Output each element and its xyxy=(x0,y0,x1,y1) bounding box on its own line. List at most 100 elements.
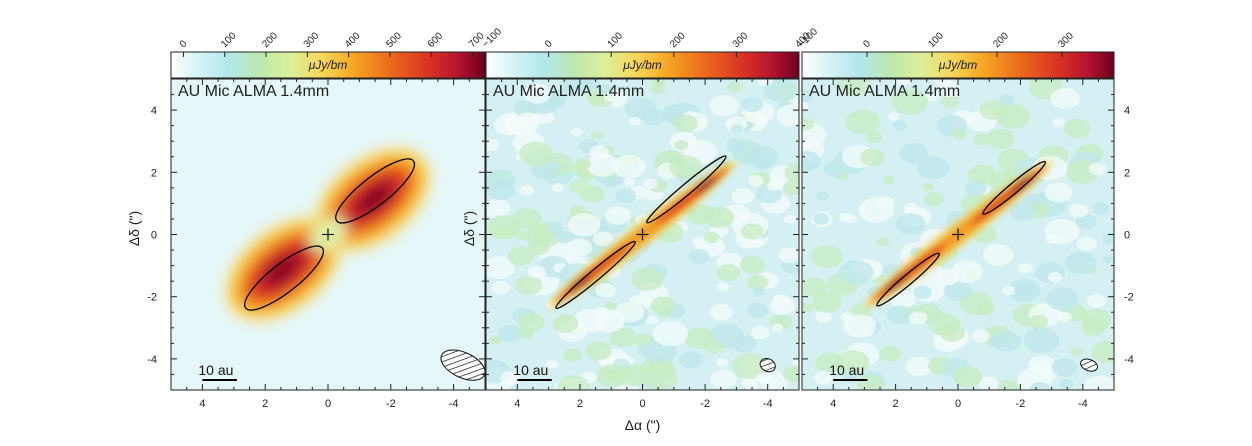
disk-emission xyxy=(226,148,430,321)
noise-blob xyxy=(604,91,619,102)
noise-blob xyxy=(769,297,796,316)
noise-blob xyxy=(837,79,871,97)
noise-blob xyxy=(586,153,619,177)
noise-blob xyxy=(978,376,999,390)
noise-blob xyxy=(1092,202,1110,216)
noise-blob xyxy=(628,117,641,126)
noise-blob xyxy=(782,365,799,383)
x-tick-label: 0 xyxy=(639,398,645,410)
noise-blob xyxy=(856,374,885,390)
noise-blob xyxy=(730,123,744,133)
noise-blob xyxy=(755,373,769,383)
x-axis-label: Δα (") xyxy=(625,417,661,433)
noise-blob xyxy=(802,118,815,131)
noise-blob xyxy=(546,221,563,233)
colorbar-tick-label: 0 xyxy=(543,38,555,50)
noise-blob xyxy=(838,212,852,223)
colorbar-tick-label: 0 xyxy=(861,38,873,50)
noise-blob xyxy=(742,97,764,113)
noise-blob xyxy=(814,371,834,385)
noise-blob xyxy=(1044,182,1073,203)
noise-blob xyxy=(746,274,769,290)
panel-2: 10 au AU Mic ALMA 1.4mm 4 2 0 -2 -4 Δα (") Δδ ("… xyxy=(461,26,813,433)
noise-blob xyxy=(802,88,814,103)
noise-blob xyxy=(891,88,929,115)
y-axis-label: Δδ (") xyxy=(461,211,477,246)
noise-blob xyxy=(489,335,503,346)
noise-blob xyxy=(552,314,579,333)
noise-blob xyxy=(999,94,1016,106)
noise-blob xyxy=(860,148,885,167)
y-tick-label: 2 xyxy=(151,167,157,179)
noise-blob xyxy=(964,180,987,197)
y-tick-label: -2 xyxy=(1124,292,1134,304)
noise-blob xyxy=(716,263,741,282)
noise-blob xyxy=(916,156,950,180)
panel-title: AU Mic ALMA 1.4mm xyxy=(809,83,960,100)
noise-blob xyxy=(487,215,521,240)
disk-peak-sw xyxy=(695,175,718,194)
noise-blob xyxy=(637,344,655,357)
noise-blob xyxy=(1051,358,1078,377)
noise-blob xyxy=(731,188,755,205)
noise-blob xyxy=(731,353,768,379)
noise-blob xyxy=(952,128,968,140)
noise-blob xyxy=(1091,341,1114,364)
colorbar-tick-label: −100 xyxy=(796,26,820,50)
colorbar-strip xyxy=(170,51,486,79)
noise-blob xyxy=(983,244,1014,266)
noise-blob xyxy=(624,97,658,121)
noise-blob xyxy=(589,92,607,105)
noise-blob xyxy=(551,183,565,192)
x-tick-label: -4 xyxy=(763,398,773,410)
noise-blob xyxy=(486,178,516,200)
panel-title: AU Mic ALMA 1.4mm xyxy=(178,83,329,100)
noise-blob xyxy=(812,213,830,225)
noise-blob xyxy=(557,375,590,390)
x-tick-label: 4 xyxy=(514,398,520,410)
noise-blob xyxy=(583,79,601,91)
colorbar-tick-label: 100 xyxy=(606,30,626,50)
noise-blob xyxy=(1014,282,1035,298)
noise-blob xyxy=(815,352,844,373)
noise-blob xyxy=(567,213,601,237)
noise-blob xyxy=(507,246,535,266)
noise-blob xyxy=(771,323,784,333)
noise-blob xyxy=(715,358,729,367)
beam-ellipse xyxy=(1080,358,1098,372)
noise-blob xyxy=(602,177,618,188)
noise-blob xyxy=(943,280,973,301)
noise-blob xyxy=(688,248,710,264)
model-ellipse-2 xyxy=(876,252,940,307)
noise-blob xyxy=(843,314,877,338)
scalebar-label: 10 au xyxy=(829,362,864,378)
noise-blob xyxy=(879,345,902,362)
noise-blob xyxy=(1024,327,1060,353)
noise-blob xyxy=(519,141,554,166)
noise-blob xyxy=(609,327,637,348)
noise-blob xyxy=(748,175,764,187)
noise-blob xyxy=(886,305,914,325)
noise-blob xyxy=(750,326,770,340)
y-tick-label: -4 xyxy=(1124,354,1134,366)
beam-ellipse xyxy=(440,349,486,381)
noise-blob xyxy=(678,350,704,369)
heatmap-image xyxy=(486,79,799,390)
disk-peak-ne xyxy=(569,274,592,292)
noise-blob xyxy=(674,140,689,151)
noise-blob xyxy=(726,80,744,93)
colorbar-tick-label: 200 xyxy=(991,30,1011,50)
noise-blob xyxy=(778,247,799,264)
noise-blob xyxy=(887,112,900,121)
noise-blob xyxy=(590,131,603,140)
colorbar-unit: μJy/bm xyxy=(622,58,662,72)
noise-blob xyxy=(567,238,593,257)
noise-blob xyxy=(517,312,545,332)
noise-blob xyxy=(895,213,926,235)
colorbar-tick-label: 200 xyxy=(260,30,280,50)
noise-blob xyxy=(1070,346,1084,357)
noise-blob xyxy=(1017,262,1033,274)
noise-blob xyxy=(998,379,1019,390)
noise-blob xyxy=(747,302,768,318)
noise-blob xyxy=(517,112,541,130)
